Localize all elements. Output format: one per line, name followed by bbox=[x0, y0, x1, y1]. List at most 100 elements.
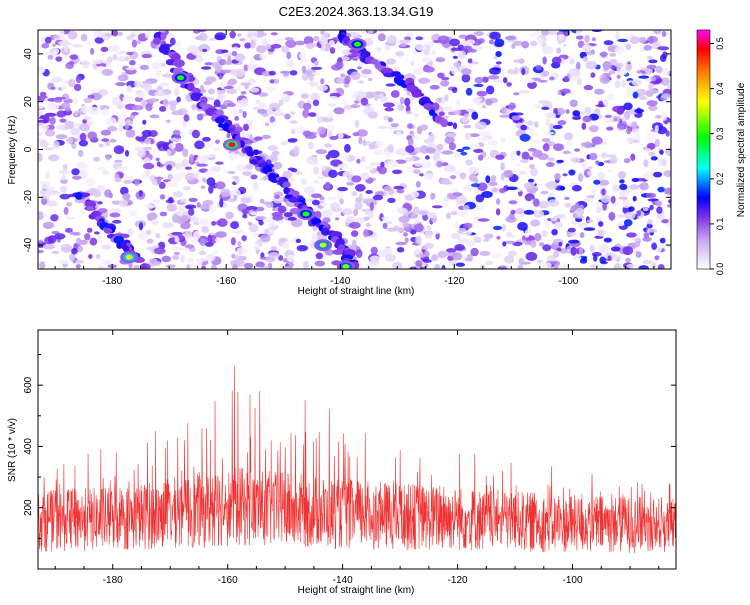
heatmap-noise-cell bbox=[456, 99, 461, 108]
heatmap-noise-cell bbox=[530, 239, 537, 248]
heatmap-noise-cell bbox=[481, 191, 493, 198]
heatmap-noise-cell bbox=[67, 30, 78, 40]
heatmap-noise-cell bbox=[397, 207, 408, 214]
heatmap-noise-cell bbox=[431, 50, 436, 55]
heatmap-noise-cell bbox=[594, 201, 603, 208]
heatmap-noise-cell bbox=[129, 210, 137, 217]
heatmap-noise-cell bbox=[623, 219, 633, 227]
heatmap-noise-cell bbox=[168, 142, 176, 150]
heatmap-noise-cell bbox=[324, 181, 331, 190]
heatmap-noise-cell bbox=[503, 255, 515, 264]
heatmap-noise-cell bbox=[601, 188, 606, 196]
heatmap-ridge-cell bbox=[173, 59, 185, 68]
heatmap-noise-cell bbox=[661, 79, 670, 86]
heatmap-noise-cell bbox=[282, 170, 293, 179]
heatmap-noise-cell bbox=[614, 46, 626, 54]
heatmap-noise-cell bbox=[646, 136, 654, 144]
heatmap-noise-cell bbox=[282, 242, 290, 249]
heatmap-noise-cell bbox=[205, 169, 216, 176]
heatmap-noise-cell bbox=[456, 148, 465, 153]
heatmap-noise-cell bbox=[45, 171, 50, 180]
heatmap-noise-cell bbox=[88, 106, 100, 116]
heatmap-noise-cell bbox=[385, 220, 393, 225]
heatmap-noise-cell bbox=[452, 252, 463, 261]
heatmap-noise-cell bbox=[58, 259, 70, 264]
heatmap-noise-cell bbox=[654, 255, 660, 261]
heatmap-noise-cell bbox=[519, 133, 531, 142]
heatmap-noise-cell bbox=[466, 108, 475, 113]
heatmap-noise-cell bbox=[642, 260, 653, 264]
heatmap-noise-cell bbox=[194, 140, 205, 150]
heatmap-noise-cell bbox=[240, 197, 252, 204]
heatmap-noise-cell bbox=[112, 219, 122, 224]
heatmap-noise-cell bbox=[519, 159, 529, 164]
heatmap-noise-cell bbox=[289, 70, 298, 76]
heatmap-noise-cell bbox=[59, 118, 67, 123]
heatmap-noise-cell bbox=[563, 132, 573, 141]
heatmap-noise-cell bbox=[96, 185, 106, 192]
heatmap-noise-cell bbox=[616, 108, 624, 115]
heatmap-noise-cell bbox=[60, 244, 71, 248]
colorbar-tick-label: 0.4 bbox=[715, 82, 725, 95]
colorbar-tick-label: 0.1 bbox=[715, 218, 725, 231]
heatmap-noise-cell bbox=[154, 91, 166, 96]
heatmap-noise-cell bbox=[431, 254, 439, 261]
heatmap-noise-cell bbox=[122, 193, 131, 200]
heatmap-noise-cell bbox=[268, 154, 279, 162]
heatmap-noise-cell bbox=[619, 183, 628, 191]
heatmap-noise-cell bbox=[230, 221, 240, 229]
snr-ytick-label: 400 bbox=[23, 438, 34, 455]
heatmap-noise-cell bbox=[125, 67, 136, 71]
heatmap-noise-cell bbox=[623, 158, 631, 164]
heatmap-noise-cell bbox=[78, 139, 88, 147]
heatmap-ridge-cell bbox=[332, 249, 345, 255]
heatmap-noise-cell bbox=[503, 77, 508, 84]
heatmap-noise-cell bbox=[52, 43, 57, 47]
heatmap-noise-cell bbox=[180, 132, 186, 137]
heatmap-noise-cell bbox=[550, 216, 558, 222]
heatmap-noise-cell bbox=[511, 115, 521, 121]
heatmap-noise-cell bbox=[393, 185, 405, 190]
snr-xtick-label: -140 bbox=[333, 575, 353, 586]
heatmap-noise-cell bbox=[568, 68, 581, 77]
heatmap-noise-cell bbox=[255, 45, 267, 54]
heatmap-ridge-cell bbox=[381, 67, 393, 74]
heatmap-noise-cell bbox=[643, 159, 649, 168]
heatmap-noise-cell bbox=[469, 48, 477, 53]
heatmap-noise-cell bbox=[358, 192, 363, 202]
heatmap-noise-cell bbox=[186, 258, 195, 263]
heatmap-noise-cell bbox=[606, 126, 614, 131]
heatmap-noise-cell bbox=[81, 60, 90, 69]
heatmap-noise-cell bbox=[414, 163, 423, 167]
heatmap-noise-cell bbox=[171, 231, 184, 236]
heatmap-noise-cell bbox=[208, 203, 217, 213]
heatmap-noise-cell bbox=[336, 47, 341, 52]
heatmap-noise-cell bbox=[468, 133, 480, 138]
heatmap-noise-cell bbox=[562, 173, 568, 177]
heatmap-noise-cell bbox=[308, 73, 314, 82]
heatmap-noise-cell bbox=[538, 79, 548, 83]
heatmap-noise-cell bbox=[234, 68, 246, 78]
heatmap-noise-cell bbox=[196, 113, 204, 121]
heatmap-noise-cell bbox=[477, 154, 484, 161]
heatmap-noise-cell bbox=[133, 264, 140, 269]
heatmap-noise-cell bbox=[196, 155, 208, 164]
heatmap-noise-cell bbox=[409, 266, 417, 269]
heatmap-noise-cell bbox=[451, 192, 463, 197]
heatmap-noise-cell bbox=[486, 85, 495, 95]
heatmap-noise-cell bbox=[598, 179, 610, 186]
heatmap-noise-cell bbox=[100, 46, 109, 53]
heatmap-noise-cell bbox=[295, 238, 301, 244]
heatmap-noise-cell bbox=[642, 171, 655, 181]
heatmap-noise-cell bbox=[243, 64, 249, 72]
heatmap-noise-cell bbox=[536, 259, 544, 264]
heatmap-noise-cell bbox=[140, 83, 148, 89]
heatmap-noise-cell bbox=[368, 143, 375, 150]
heatmap-noise-cell bbox=[198, 251, 207, 255]
heatmap-noise-cell bbox=[635, 251, 642, 258]
heatmap-noise-cell bbox=[73, 110, 79, 117]
heatmap-noise-cell bbox=[38, 119, 49, 123]
heatmap-noise-cell bbox=[614, 201, 619, 207]
heatmap-noise-cell bbox=[315, 149, 328, 155]
heatmap-noise-cell bbox=[64, 44, 69, 53]
